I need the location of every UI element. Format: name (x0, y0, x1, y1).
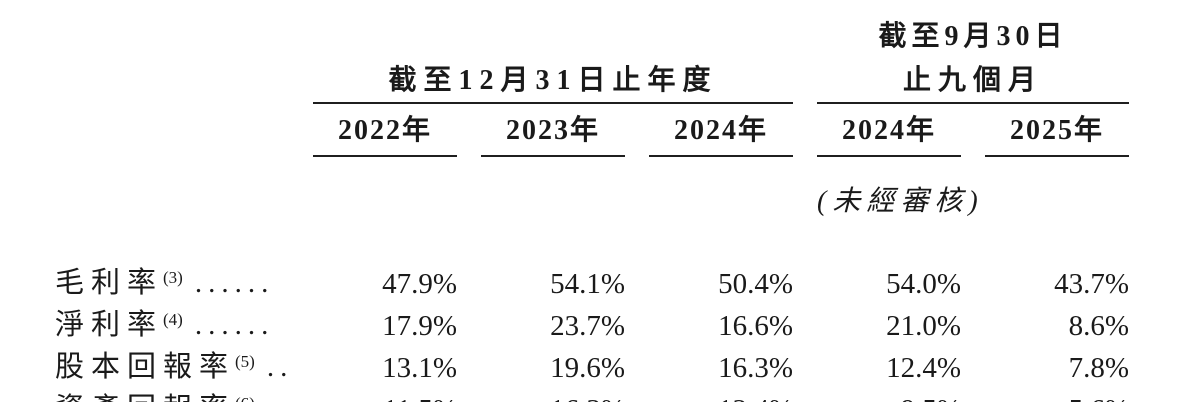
value-2024-nine-month: 12.4% (886, 352, 961, 384)
right-margin (1129, 156, 1184, 219)
financial-ratios-table: 截至9月30日 截至12月31日止年度 止九個月 2022年 2023年 202… (0, 12, 1184, 402)
column-gap (457, 103, 481, 156)
table-row-return-on-equity: 股本回報率(5).. 13.1% 19.6% 16.3% 12.4% 7.8% (0, 343, 1184, 385)
value-2023: 19.6% (550, 352, 625, 384)
value-2024-nine-month: 54.0% (886, 268, 961, 300)
value-2025-nine-month: 8.6% (1068, 310, 1130, 342)
leader-dots: .. (267, 393, 294, 402)
empty-cell (985, 156, 1129, 219)
group-gap (793, 54, 817, 103)
right-margin (1129, 103, 1184, 156)
column-gap (793, 385, 817, 402)
header-row-group-titles: 截至12月31日止年度 止九個月 (0, 54, 1184, 104)
column-gap (961, 259, 985, 301)
column-gap (625, 103, 649, 156)
value-2024: 16.6% (718, 310, 793, 342)
header-row-nine-month-line1: 截至9月30日 (0, 12, 1184, 54)
leader-dots: .. (266, 351, 294, 383)
annual-group-title: 截至12月31日止年度 (313, 54, 793, 104)
column-gap (625, 259, 649, 301)
value-2024: 50.4% (718, 268, 793, 300)
value-2022: 13.1% (382, 352, 457, 384)
footnote-superscript: (5) (235, 352, 255, 371)
column-gap (793, 259, 817, 301)
leader-dots: ...... (194, 309, 275, 341)
row-label-text: 資產回報率 (55, 393, 235, 402)
unaudited-note: (未經審核) (817, 186, 984, 217)
footnote-superscript: (6) (235, 394, 255, 402)
row-label: 毛利率(3)...... (0, 259, 313, 301)
value-2025-nine-month: 43.7% (1054, 268, 1130, 300)
header-spacer (0, 12, 817, 54)
row-label-text: 毛利率 (55, 267, 164, 299)
column-gap (961, 103, 985, 156)
row-label: 淨利率(4)...... (0, 301, 313, 343)
right-margin (1129, 343, 1184, 385)
footnote-superscript: (4) (163, 310, 183, 329)
year-header-2025-nine-month: 2025年 (985, 103, 1130, 157)
column-gap (625, 343, 649, 385)
right-margin (1129, 54, 1184, 103)
column-gap (961, 343, 985, 385)
row-label: 股本回報率(5).. (0, 343, 313, 385)
column-gap (457, 259, 481, 301)
row-label-text: 淨利率 (55, 309, 164, 341)
header-spacer (0, 156, 817, 219)
column-gap (793, 343, 817, 385)
column-gap (457, 301, 481, 343)
table-row-gross-profit-margin: 毛利率(3)...... 47.9% 54.1% 50.4% 54.0% 43.… (0, 259, 1184, 301)
row-label-text: 股本回報率 (55, 351, 236, 383)
header-body-spacer-row (0, 219, 1184, 259)
value-2025-nine-month: 5.6% (985, 385, 1129, 402)
right-margin (1129, 12, 1184, 54)
value-2023: 16.3% (481, 385, 625, 402)
header-row-years: 2022年 2023年 2024年 2024年 2025年 (0, 103, 1184, 157)
value-2024: 16.3% (718, 352, 793, 384)
value-2022: 17.9% (382, 310, 457, 342)
value-2023: 54.1% (550, 268, 625, 300)
leader-dots: ...... (194, 267, 275, 299)
year-header-2024-nine-month: 2024年 (817, 103, 961, 157)
column-gap (961, 385, 985, 402)
table-row-net-profit-margin: 淨利率(4)...... 17.9% 23.7% 16.6% 21.0% 8.6… (0, 301, 1184, 343)
column-gap (457, 385, 481, 402)
column-gap (625, 301, 649, 343)
value-2024-nine-month: 9.5% (817, 385, 961, 402)
column-gap (457, 343, 481, 385)
year-header-2024: 2024年 (649, 103, 793, 157)
nine-month-group-title-line2: 止九個月 (817, 54, 1130, 104)
year-header-2022: 2022年 (313, 103, 457, 157)
value-2024: 12.4% (649, 385, 793, 402)
year-header-2023: 2023年 (481, 103, 625, 157)
value-2023: 23.7% (550, 310, 625, 342)
right-margin (1129, 301, 1184, 343)
nine-month-group-title-line1: 截至9月30日 (878, 21, 1068, 52)
value-2024-nine-month: 21.0% (886, 310, 961, 342)
row-label: 資產回報率(6).. (0, 385, 313, 402)
right-margin (1129, 259, 1184, 301)
value-2022: 11.5% (313, 385, 457, 402)
value-2025-nine-month: 7.8% (1068, 352, 1130, 384)
footnote-superscript: (3) (163, 268, 183, 287)
column-gap (793, 103, 817, 156)
column-gap (793, 301, 817, 343)
table-row-return-on-assets: 資產回報率(6).. 11.5% 16.3% 12.4% 9.5% 5.6% (0, 385, 1184, 402)
column-gap (625, 385, 649, 402)
column-gap (961, 301, 985, 343)
right-margin (1129, 385, 1184, 402)
header-row-unaudited-note: (未經審核) (0, 156, 1184, 219)
label-column-spacer (0, 54, 313, 103)
value-2022: 47.9% (382, 268, 457, 300)
spacer (0, 219, 1184, 259)
label-column-spacer (0, 103, 313, 156)
